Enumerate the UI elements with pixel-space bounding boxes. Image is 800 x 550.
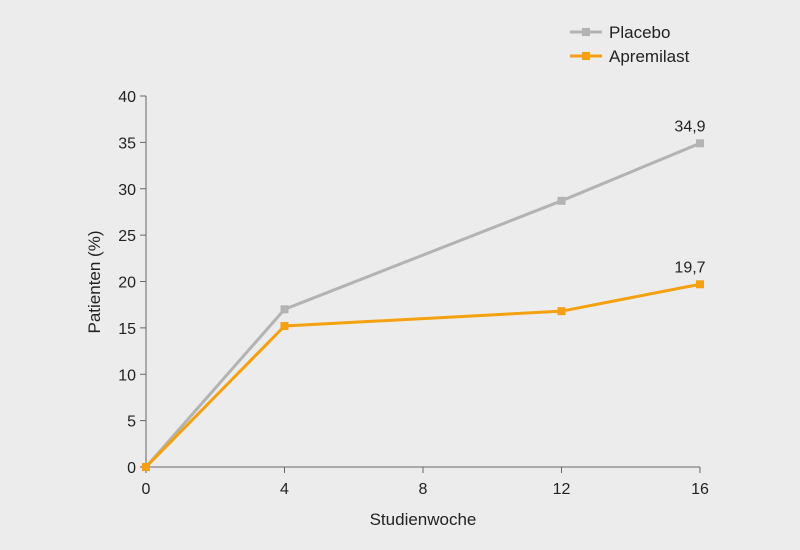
x-tick-label: 0 bbox=[142, 481, 151, 498]
legend-swatch-marker bbox=[582, 52, 590, 60]
data-label: 34,9 bbox=[674, 118, 705, 135]
legend-item-apremilast: Apremilast bbox=[570, 47, 690, 66]
x-tick-label: 16 bbox=[691, 481, 709, 498]
y-tick-label: 10 bbox=[118, 367, 136, 384]
axes bbox=[145, 96, 700, 468]
data-point-marker bbox=[142, 463, 150, 471]
legend-label: Apremilast bbox=[609, 47, 690, 66]
series-line bbox=[144, 282, 701, 469]
data-point-marker bbox=[280, 322, 289, 331]
y-tick-label: 15 bbox=[118, 321, 136, 338]
data-point-marker bbox=[280, 305, 289, 314]
data-point-marker bbox=[557, 307, 566, 316]
legend-label: Placebo bbox=[609, 23, 670, 42]
legend-swatch-marker bbox=[582, 28, 590, 36]
y-tick-label: 35 bbox=[118, 135, 136, 152]
x-axis-title: Studienwoche bbox=[370, 510, 477, 529]
y-tick-label: 40 bbox=[118, 89, 136, 106]
y-axis-title: Patienten (%) bbox=[85, 231, 104, 334]
y-tick-label: 25 bbox=[118, 228, 136, 245]
series-apremilast: 19,7 bbox=[142, 259, 706, 471]
data-point-marker bbox=[557, 196, 566, 205]
y-tick-label: 0 bbox=[127, 460, 136, 477]
x-tick-label: 8 bbox=[419, 481, 428, 498]
data-point-marker bbox=[696, 139, 704, 148]
series-line bbox=[144, 141, 701, 468]
legend-item-placebo: Placebo bbox=[570, 23, 670, 42]
legend: Placebo Apremilast bbox=[570, 23, 690, 66]
series-placebo: 34,9 bbox=[142, 118, 706, 471]
data-label: 19,7 bbox=[674, 259, 705, 276]
data-point-marker bbox=[696, 280, 704, 289]
x-tick-label: 12 bbox=[553, 481, 571, 498]
y-ticks: 0 5 10 15 20 25 30 35 40 bbox=[118, 89, 146, 477]
x-ticks: 0 4 8 12 16 bbox=[142, 467, 709, 498]
x-tick-label: 4 bbox=[280, 481, 289, 498]
series-layer: 34,9 19,7 bbox=[142, 118, 706, 471]
y-tick-label: 5 bbox=[127, 414, 136, 431]
y-tick-label: 30 bbox=[118, 182, 136, 199]
y-tick-label: 20 bbox=[118, 275, 136, 292]
